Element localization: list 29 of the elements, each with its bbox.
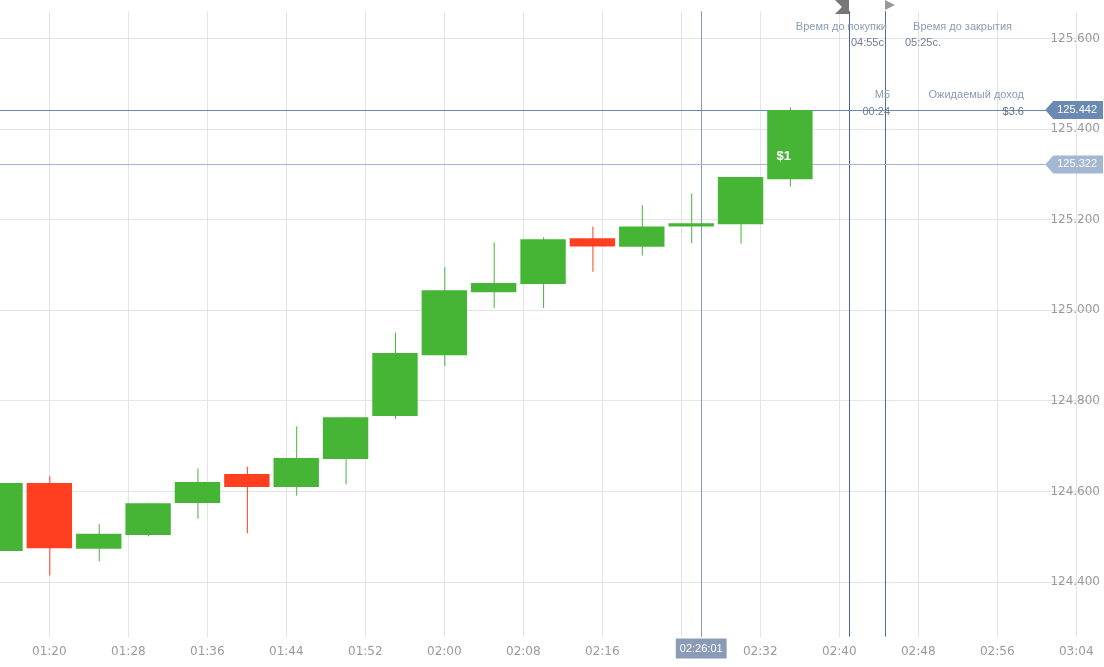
y-tick-label: 124.400 (1050, 574, 1100, 589)
ref-line-label: 02:26:01 (679, 641, 723, 654)
x-tick-label: 02:56 (979, 643, 1015, 658)
x-tick-label: 01:52 (348, 643, 383, 658)
x-tick-label: 01:28 (111, 643, 146, 658)
annotation: 05:25с. (904, 36, 941, 49)
y-tick-label: 125.400 (1050, 121, 1100, 136)
y-tick-label: 125.200 (1050, 211, 1100, 226)
annotation: Время до закрытия (913, 20, 1013, 33)
x-tick-label: 02:48 (900, 643, 936, 658)
x-tick-label: 01:20 (32, 643, 67, 658)
ref-line-label: 125.322 (1057, 157, 1097, 170)
x-tick-label: 02:16 (585, 643, 620, 658)
y-tick-label: 125.000 (1050, 302, 1100, 317)
candlestick (668, 192, 714, 244)
y-tick-label: 125.600 (1050, 30, 1100, 45)
x-tick-label: 02:00 (427, 643, 462, 658)
y-tick-label: 124.600 (1050, 483, 1100, 498)
candlestick (470, 241, 517, 309)
annotation: $1 (776, 147, 791, 163)
ref-line-label: 125.442 (1057, 103, 1097, 116)
annotation: Ожидаемый доход (928, 88, 1025, 101)
y-tick-label: 124.800 (1050, 393, 1100, 408)
x-tick-label: 01:36 (190, 643, 225, 658)
x-tick-label: 03:04 (1058, 643, 1094, 658)
x-tick-label: 01:44 (269, 643, 304, 658)
x-tick-label: 02:08 (506, 643, 541, 658)
x-tick-label: 02:32 (742, 643, 778, 658)
x-tick-label: 02:40 (822, 643, 857, 658)
